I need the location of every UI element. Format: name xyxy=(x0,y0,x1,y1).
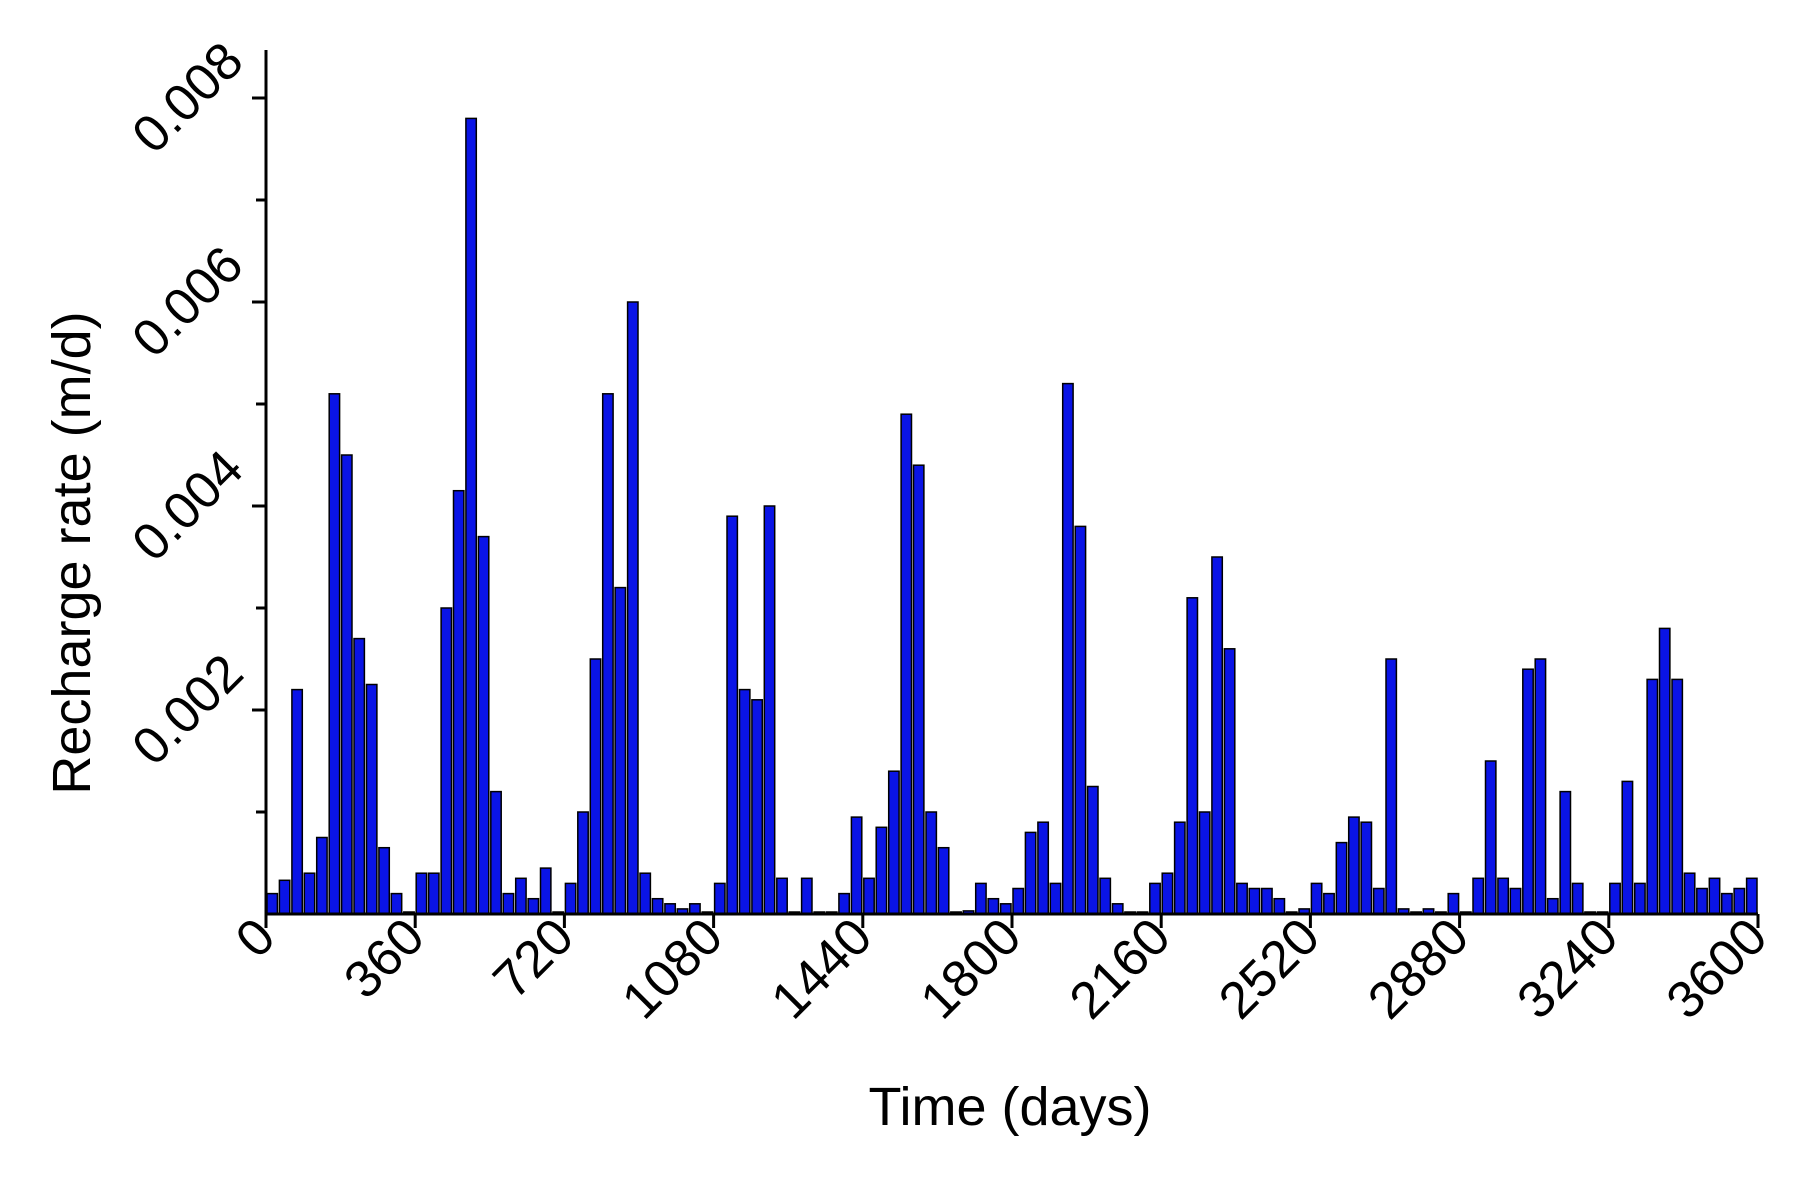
bar xyxy=(1236,882,1248,915)
bar xyxy=(1633,882,1646,915)
bar xyxy=(514,877,527,915)
bar xyxy=(539,867,552,915)
bar xyxy=(1497,877,1510,915)
bar xyxy=(1385,658,1398,915)
bar xyxy=(900,413,913,915)
bar xyxy=(974,882,987,915)
bar xyxy=(365,683,378,915)
bar xyxy=(664,903,677,915)
bar xyxy=(738,688,751,915)
bar xyxy=(589,658,602,915)
bar xyxy=(278,879,291,915)
bar xyxy=(1720,892,1733,915)
bar xyxy=(427,872,440,915)
bar xyxy=(477,535,490,915)
bar xyxy=(1522,668,1534,915)
bar xyxy=(1745,877,1758,915)
bar xyxy=(763,505,776,915)
bar xyxy=(315,836,328,915)
bar xyxy=(328,393,341,915)
bar xyxy=(1310,882,1323,915)
bar xyxy=(564,882,577,915)
bar xyxy=(1534,658,1547,915)
bar xyxy=(1323,892,1335,915)
bar xyxy=(1149,882,1161,915)
bar xyxy=(1671,678,1684,915)
bar xyxy=(1049,882,1062,915)
bar xyxy=(340,454,353,915)
bar xyxy=(1484,760,1497,915)
bar xyxy=(465,117,478,915)
bar xyxy=(577,811,589,915)
bar xyxy=(1683,872,1696,915)
bar xyxy=(303,872,316,915)
bar xyxy=(1223,648,1236,915)
bar xyxy=(1074,525,1087,915)
bar xyxy=(1024,831,1037,915)
bar xyxy=(626,301,639,915)
bar xyxy=(863,877,875,915)
bar xyxy=(1509,887,1522,915)
bar xyxy=(502,892,515,915)
bar xyxy=(291,688,304,915)
bar xyxy=(490,790,502,915)
bar xyxy=(1646,678,1659,915)
bar xyxy=(1061,382,1074,915)
bar xyxy=(1248,887,1261,915)
bar xyxy=(1546,897,1559,915)
bar xyxy=(1360,821,1373,915)
bar xyxy=(1609,882,1621,915)
bar xyxy=(1211,556,1224,915)
bar xyxy=(1571,882,1584,915)
bar xyxy=(1347,816,1360,915)
bar xyxy=(1621,780,1634,915)
bar xyxy=(1173,821,1186,915)
bar xyxy=(726,515,739,915)
bar xyxy=(1086,785,1099,915)
bar xyxy=(1099,877,1112,915)
bar xyxy=(1447,892,1460,915)
bar xyxy=(639,872,652,915)
bar xyxy=(415,872,428,915)
bar xyxy=(1472,877,1485,915)
bar xyxy=(1111,903,1124,915)
bar xyxy=(887,770,900,915)
bar xyxy=(751,699,764,915)
bar xyxy=(1260,887,1273,915)
bar xyxy=(353,637,366,915)
bar xyxy=(651,897,664,915)
bar xyxy=(1372,887,1385,915)
bar xyxy=(875,826,888,915)
bar xyxy=(1198,811,1211,915)
bar xyxy=(1037,821,1050,915)
bar xyxy=(601,393,614,915)
y-axis-title: Recharge rate (m/d) xyxy=(42,311,102,794)
bar xyxy=(912,464,925,915)
bar xyxy=(937,846,950,915)
bar xyxy=(1161,872,1174,915)
bar xyxy=(378,846,391,915)
bar xyxy=(440,607,453,915)
bar xyxy=(266,892,279,915)
bar xyxy=(1273,897,1286,915)
bar xyxy=(1696,887,1708,915)
bar xyxy=(713,882,726,915)
bar xyxy=(1708,877,1721,915)
bar xyxy=(999,903,1012,915)
bar xyxy=(1559,790,1572,915)
bar xyxy=(776,877,788,915)
bar xyxy=(1658,627,1671,915)
bar xyxy=(850,816,863,915)
bar xyxy=(527,897,540,915)
bar xyxy=(1012,887,1025,915)
bar xyxy=(1335,841,1348,915)
bar xyxy=(452,489,465,915)
bar xyxy=(800,877,813,915)
bar xyxy=(925,811,938,915)
bar xyxy=(1186,597,1199,915)
x-axis-title: Time (days) xyxy=(868,1077,1151,1137)
bar xyxy=(614,586,627,915)
